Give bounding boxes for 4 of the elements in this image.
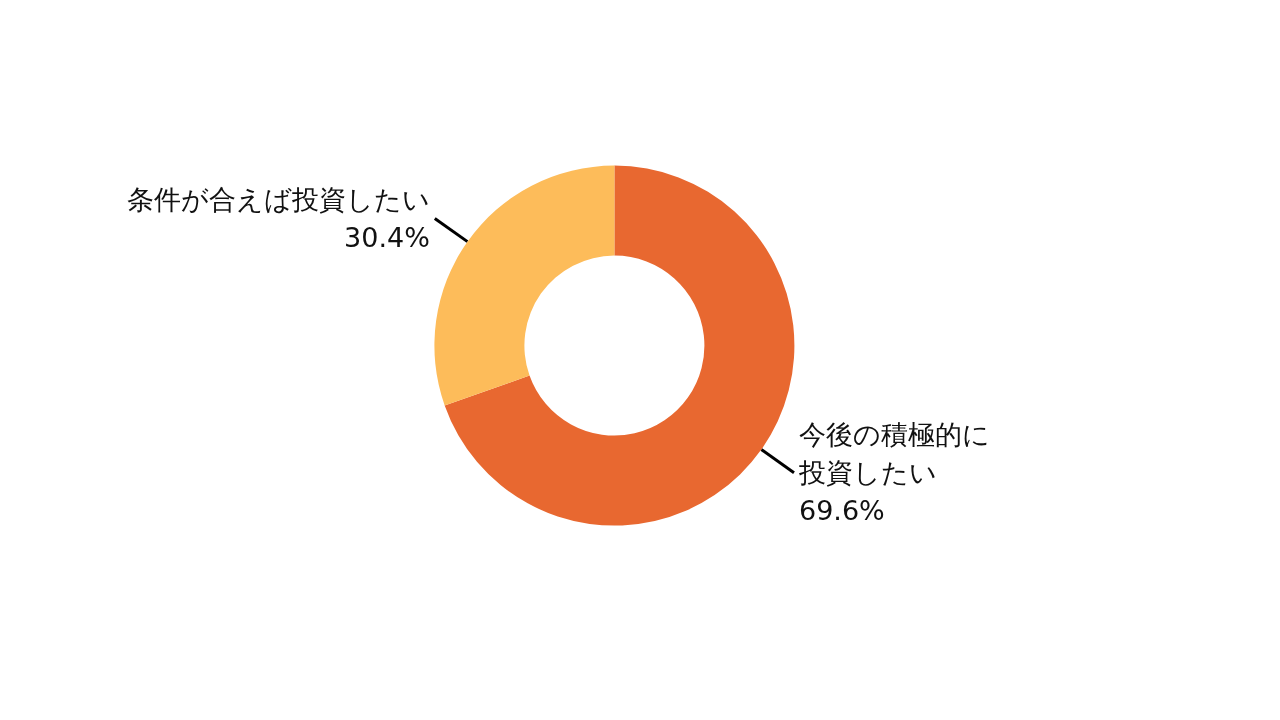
- data-label: 69.6%: [798, 495, 885, 527]
- slice-label: 今後の積極的に投資したい: [797, 419, 990, 489]
- slice-label: 条件が合えば投資したい: [126, 184, 430, 216]
- data-label: 30.4%: [344, 222, 430, 254]
